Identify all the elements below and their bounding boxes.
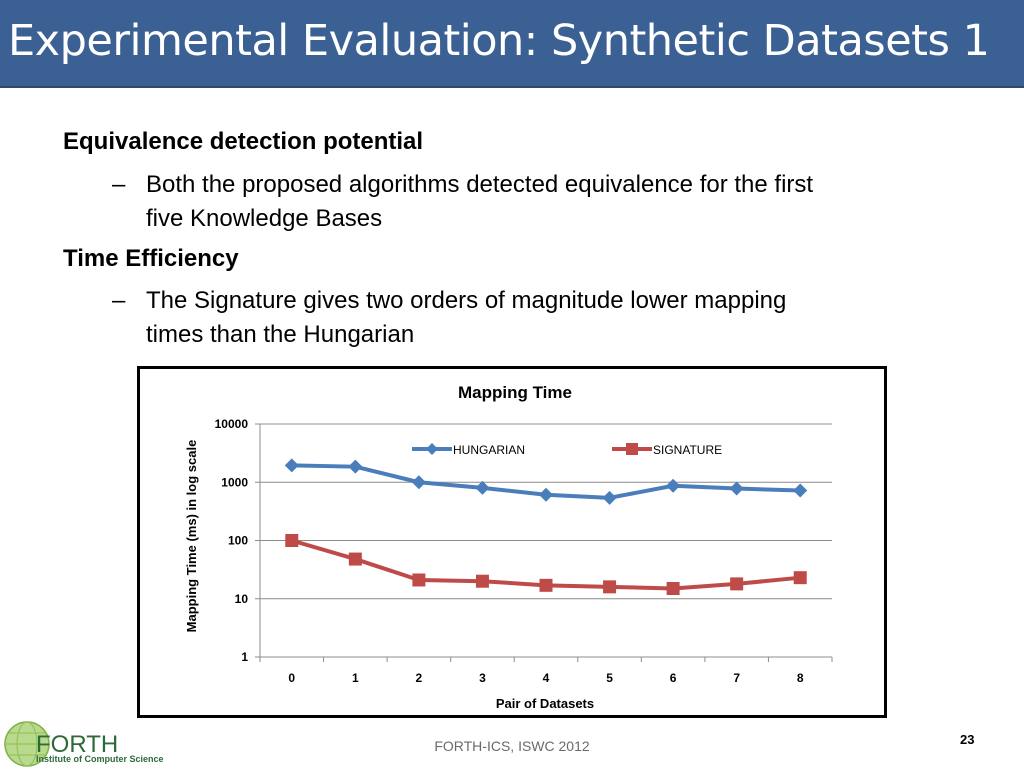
x-tick-label: 8 [797,671,804,685]
data-point-signature [285,534,299,547]
logo-subtext: Institute of Computer Science [36,754,164,764]
bullet-equivalence: – Both the proposed algorithms detected … [112,168,813,236]
data-point-signature [793,571,807,585]
legend-marker-signature [626,443,638,455]
legend-layer: HUNGARIAN SIGNATURE [412,443,722,457]
data-point-signature [412,573,426,587]
data-point-hungarian [284,458,299,473]
data-point-hungarian [411,475,426,490]
bullet-line: times than the Hungarian [146,321,415,348]
bullet-line: five Knowledge Bases [146,205,383,232]
bullet-line: The Signature gives two orders of magnit… [146,287,787,314]
data-point-signature [666,581,680,595]
data-point-signature [539,578,553,592]
y-axis-label: Mapping Time (ms) in log scale [184,440,199,633]
legend-marker-hungarian [426,443,438,455]
data-point-signature [730,577,744,591]
bullet-line: Both the proposed algorithms detected eq… [146,171,814,198]
data-point-signature [475,574,489,588]
heading-time-efficiency: Time Efficiency [63,245,239,272]
data-point-hungarian [729,481,744,496]
forth-logo: FORTH Institute of Computer Science [2,712,202,768]
footer-text: FORTH-ICS, ISWC 2012 [434,738,590,754]
x-tick-label: 7 [733,671,740,685]
legend-label-hungarian: HUNGARIAN [453,443,525,457]
x-tick-label: 0 [288,671,295,685]
x-tick-label: 5 [606,671,613,685]
data-point-hungarian [666,478,681,493]
x-tick-label: 6 [670,671,677,685]
mapping-time-chart: 1 10 100 1000 10000 0 1 2 3 4 5 6 7 8 HUNGARIAN SIGNAT… [184,383,833,711]
series-layer [284,458,808,595]
y-tick-label: 100 [228,534,248,548]
grid-layer [260,423,832,600]
y-tick-label: 10 [235,592,249,606]
data-point-hungarian [539,487,553,502]
data-point-hungarian [793,483,808,498]
x-tick-label: 1 [352,671,359,685]
logo-text: FORTH [36,731,118,758]
page-number: 23 [960,732,975,747]
data-point-signature [603,580,617,594]
y-tick-label: 1000 [221,475,248,489]
x-tick-label: 2 [416,671,423,685]
x-tick-label: 4 [543,671,550,685]
x-axis-label: Pair of Datasets [496,696,594,711]
bullet-time-efficiency: – The Signature gives two orders of magn… [112,284,786,352]
legend-label-signature: SIGNATURE [653,443,722,457]
bullet-dash: – [112,287,126,314]
forth-logo-graphic: FORTH Institute of Computer Science [4,721,164,767]
heading-equivalence: Equivalence detection potential [63,128,424,155]
title-bar: Experimental Evaluation: Synthetic Datas… [0,0,1024,88]
y-tick-label: 1 [241,650,248,664]
globe-icon [4,721,50,767]
slide-title: Experimental Evaluation: Synthetic Datas… [8,16,990,66]
x-tick-label: 3 [479,671,486,685]
data-point-hungarian [475,480,490,495]
axis-layer: 1 10 100 1000 10000 0 1 2 3 4 5 6 7 8 [215,417,833,685]
y-tick-label: 10000 [215,417,249,431]
bullet-dash: – [112,171,126,198]
data-point-signature [348,552,362,566]
data-point-hungarian [348,459,363,474]
chart-frame: 1 10 100 1000 10000 0 1 2 3 4 5 6 7 8 HUNGARIAN SIGNAT… [137,366,887,718]
chart-title: Mapping Time [458,383,572,402]
data-point-hungarian [602,490,617,505]
